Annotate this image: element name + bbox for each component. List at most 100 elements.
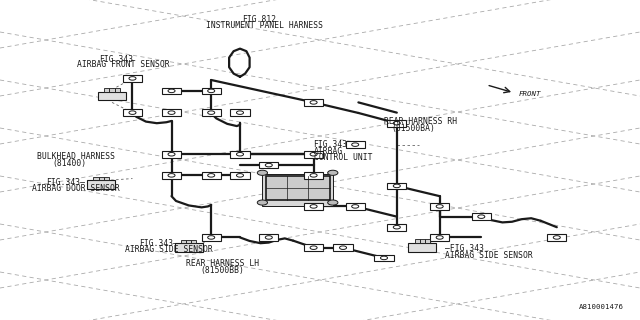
Bar: [333, 244, 353, 251]
Text: REAR HARNESS LH: REAR HARNESS LH: [186, 260, 259, 268]
Bar: [425, 239, 430, 243]
Text: FIG.343: FIG.343: [314, 140, 348, 149]
Bar: [181, 240, 186, 243]
Circle shape: [207, 111, 215, 115]
Circle shape: [352, 205, 359, 208]
Bar: [430, 203, 449, 210]
Text: CONTROL UNIT: CONTROL UNIT: [314, 153, 372, 162]
Circle shape: [310, 153, 317, 156]
Bar: [202, 88, 221, 94]
Bar: [304, 99, 323, 106]
Bar: [304, 203, 323, 210]
Circle shape: [129, 111, 136, 115]
Circle shape: [237, 173, 244, 177]
Bar: [259, 234, 278, 241]
Circle shape: [380, 256, 388, 260]
Bar: [175, 243, 203, 252]
Text: FIG.343—: FIG.343—: [46, 178, 85, 187]
Circle shape: [266, 236, 273, 239]
Text: AIRBAG DOOR SENSOR: AIRBAG DOOR SENSOR: [32, 184, 120, 193]
Bar: [230, 109, 250, 116]
Bar: [230, 151, 250, 158]
Bar: [202, 172, 221, 179]
Bar: [266, 176, 330, 200]
Bar: [104, 88, 109, 92]
Bar: [99, 177, 104, 180]
Bar: [115, 88, 120, 92]
Circle shape: [257, 200, 268, 205]
Circle shape: [237, 111, 244, 115]
Text: (81500BB): (81500BB): [201, 266, 244, 275]
Circle shape: [477, 215, 485, 219]
Bar: [162, 151, 181, 158]
Text: FIG.812: FIG.812: [242, 15, 276, 24]
Circle shape: [207, 173, 215, 177]
Text: REAR HARNESS RH: REAR HARNESS RH: [384, 117, 457, 126]
Bar: [408, 243, 436, 252]
Text: INSTRUMENT PANEL HARNESS: INSTRUMENT PANEL HARNESS: [206, 21, 323, 30]
Bar: [304, 244, 323, 251]
Bar: [415, 239, 420, 243]
Text: BULKHEAD HARNESS: BULKHEAD HARNESS: [37, 152, 115, 161]
Circle shape: [168, 173, 175, 177]
Bar: [202, 109, 221, 116]
Circle shape: [310, 101, 317, 104]
Text: (81400): (81400): [52, 159, 86, 168]
Bar: [104, 177, 109, 180]
Bar: [304, 172, 323, 179]
Text: AIRBAG SIDE SENSOR: AIRBAG SIDE SENSOR: [445, 251, 532, 260]
Circle shape: [393, 225, 401, 229]
Text: FRONT: FRONT: [518, 92, 541, 97]
Circle shape: [168, 89, 175, 93]
Bar: [420, 239, 425, 243]
Bar: [374, 255, 394, 261]
Circle shape: [436, 205, 444, 208]
Text: FIG.343—: FIG.343—: [140, 239, 179, 248]
Bar: [191, 240, 196, 243]
Circle shape: [436, 236, 444, 239]
Bar: [346, 141, 365, 148]
Circle shape: [168, 153, 175, 156]
Text: A810001476: A810001476: [579, 304, 624, 310]
Circle shape: [328, 200, 338, 205]
Circle shape: [340, 246, 347, 250]
Circle shape: [553, 236, 561, 239]
Circle shape: [266, 164, 273, 167]
Bar: [430, 234, 449, 241]
Text: FIG.343: FIG.343: [99, 55, 133, 64]
Bar: [98, 92, 126, 100]
Bar: [186, 240, 191, 243]
Bar: [230, 172, 250, 179]
Bar: [387, 224, 406, 231]
Bar: [93, 177, 99, 180]
Bar: [304, 151, 323, 158]
Circle shape: [310, 246, 317, 250]
Circle shape: [328, 170, 338, 175]
Text: AIRBAG: AIRBAG: [314, 147, 343, 156]
Circle shape: [129, 77, 136, 80]
Text: AIRBAG FRONT SENSOR: AIRBAG FRONT SENSOR: [77, 60, 170, 69]
Bar: [87, 180, 115, 189]
Bar: [109, 88, 115, 92]
Circle shape: [207, 236, 215, 239]
Circle shape: [310, 173, 317, 177]
Circle shape: [310, 205, 317, 208]
Bar: [162, 172, 181, 179]
Bar: [346, 203, 365, 210]
Bar: [472, 213, 491, 220]
Bar: [202, 234, 221, 241]
Circle shape: [207, 89, 215, 93]
Circle shape: [393, 184, 401, 188]
Circle shape: [168, 111, 175, 115]
Bar: [162, 88, 181, 94]
Bar: [123, 109, 142, 116]
Circle shape: [352, 143, 359, 147]
Circle shape: [237, 153, 244, 156]
Bar: [387, 120, 406, 127]
Bar: [262, 174, 333, 206]
Bar: [162, 109, 181, 116]
Bar: [547, 234, 566, 241]
Bar: [259, 162, 278, 169]
Text: —FIG.343: —FIG.343: [445, 244, 484, 253]
Text: (81500BA): (81500BA): [392, 124, 436, 132]
